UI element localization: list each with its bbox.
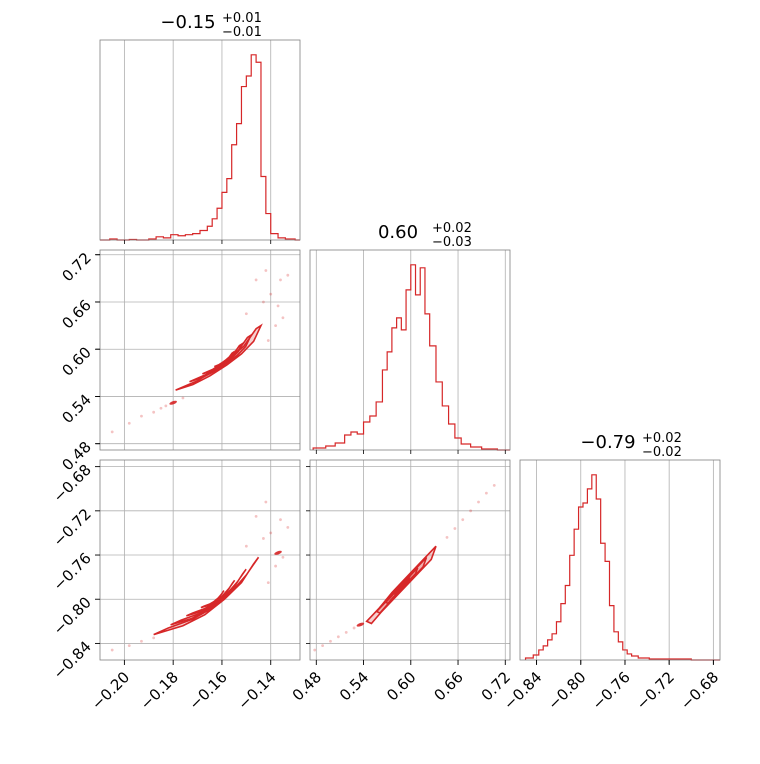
scatter-point	[244, 312, 248, 316]
scatter-point	[262, 300, 265, 304]
y-tick-label: 0.60	[58, 343, 94, 379]
tail-blob	[274, 550, 282, 555]
scatter-point	[274, 324, 278, 327]
hist-title-sup-0: +0.01	[222, 11, 262, 26]
scatter-point	[269, 531, 273, 535]
x-tick-label: 0.48	[289, 668, 325, 704]
scatter-point	[127, 421, 131, 425]
hist-title-2: −0.79	[580, 432, 635, 453]
scatter-point	[313, 648, 317, 652]
scatter-point	[127, 644, 131, 648]
scatter-point	[264, 500, 268, 504]
scatter-point	[140, 414, 143, 418]
scatter-point	[281, 555, 285, 559]
contour-inner-1	[186, 579, 236, 617]
tail-blob	[356, 622, 365, 627]
scatter-point	[445, 535, 449, 539]
x-tick-label: −0.16	[186, 668, 231, 713]
scatter-point	[140, 639, 143, 643]
scatter-point	[321, 644, 324, 648]
scatter-point	[254, 514, 258, 518]
scatter-point	[269, 292, 273, 296]
hist-frame-1	[309, 249, 511, 451]
panel-frame	[99, 249, 301, 451]
x-tick-label: −0.72	[633, 668, 678, 713]
scatter-point	[266, 581, 270, 585]
x-tick-label: 0.60	[383, 668, 419, 704]
scatter-point	[279, 278, 282, 282]
panel-frame	[99, 459, 301, 661]
scatter-point	[164, 404, 168, 408]
scatter-point	[276, 304, 280, 308]
scatter-point	[484, 491, 488, 495]
scatter-point	[152, 410, 156, 414]
scatter-point	[352, 626, 356, 630]
x-tick-label: −0.18	[137, 668, 182, 713]
hist-title-sub-2: −0.02	[642, 445, 682, 460]
scatter-point	[469, 509, 473, 513]
contour-inner-2	[392, 576, 411, 596]
scatter-point	[281, 316, 285, 320]
x-tick-label: −0.76	[589, 668, 634, 713]
scatter-point	[492, 484, 496, 487]
x-tick-label: 0.66	[431, 668, 467, 704]
y-tick-label: −0.76	[50, 549, 95, 594]
x-tick-label: 0.54	[336, 668, 372, 704]
contour-outer	[153, 556, 260, 636]
histogram-line-2	[524, 474, 720, 661]
tail-blob	[169, 400, 177, 405]
scatter-point	[274, 564, 278, 568]
y-tick-label: −0.84	[50, 638, 95, 683]
hist-title-sup-1: +0.02	[432, 221, 472, 236]
scatter-point	[266, 339, 270, 342]
scatter-point	[110, 430, 114, 434]
scatter-point	[286, 273, 290, 277]
x-tick-label: −0.20	[88, 668, 133, 713]
x-tick-label: −0.80	[544, 668, 589, 713]
x-tick-label: −0.68	[677, 668, 722, 713]
hist-title-sup-2: +0.02	[642, 431, 682, 446]
scatter-point	[329, 639, 332, 643]
scatter-point	[461, 518, 465, 522]
histogram-line-1	[312, 264, 510, 451]
hist-title-sub-0: −0.01	[222, 25, 262, 40]
histogram-line-0	[100, 54, 300, 241]
scatter-point	[336, 635, 340, 639]
scatter-point	[181, 396, 185, 400]
hist-title-0: −0.15	[160, 12, 215, 33]
hist-title-1: 0.60	[378, 222, 418, 243]
scatter-point	[477, 500, 480, 504]
scatter-point	[159, 406, 163, 410]
scatter-point	[152, 636, 156, 640]
contour-inner-0	[189, 333, 253, 383]
contour-outer	[175, 323, 263, 391]
x-tick-label: −0.14	[234, 668, 279, 713]
y-tick-label: 0.66	[58, 296, 94, 332]
scatter-point	[110, 648, 114, 652]
contour-inner-0	[170, 568, 247, 626]
scatter-point	[264, 269, 268, 272]
hist-frame-0	[99, 39, 301, 241]
contour-inner-2	[200, 590, 225, 609]
scatter-point	[453, 527, 457, 530]
hist-frame-2	[519, 459, 721, 661]
contour-inner-2	[213, 350, 235, 368]
scatter-point	[254, 278, 258, 282]
scatter-point	[344, 630, 348, 634]
scatter-point	[244, 544, 248, 548]
y-tick-label: 0.72	[58, 249, 94, 285]
contour-inner-1	[202, 342, 244, 375]
panel-frame	[309, 459, 511, 661]
scatter-point	[262, 537, 265, 540]
y-tick-label: −0.80	[50, 593, 95, 638]
scatter-point	[286, 526, 290, 529]
hist-title-sub-1: −0.03	[432, 235, 472, 250]
y-tick-label: 0.54	[58, 391, 94, 427]
y-tick-label: −0.72	[50, 505, 95, 550]
scatter-point	[279, 518, 282, 522]
